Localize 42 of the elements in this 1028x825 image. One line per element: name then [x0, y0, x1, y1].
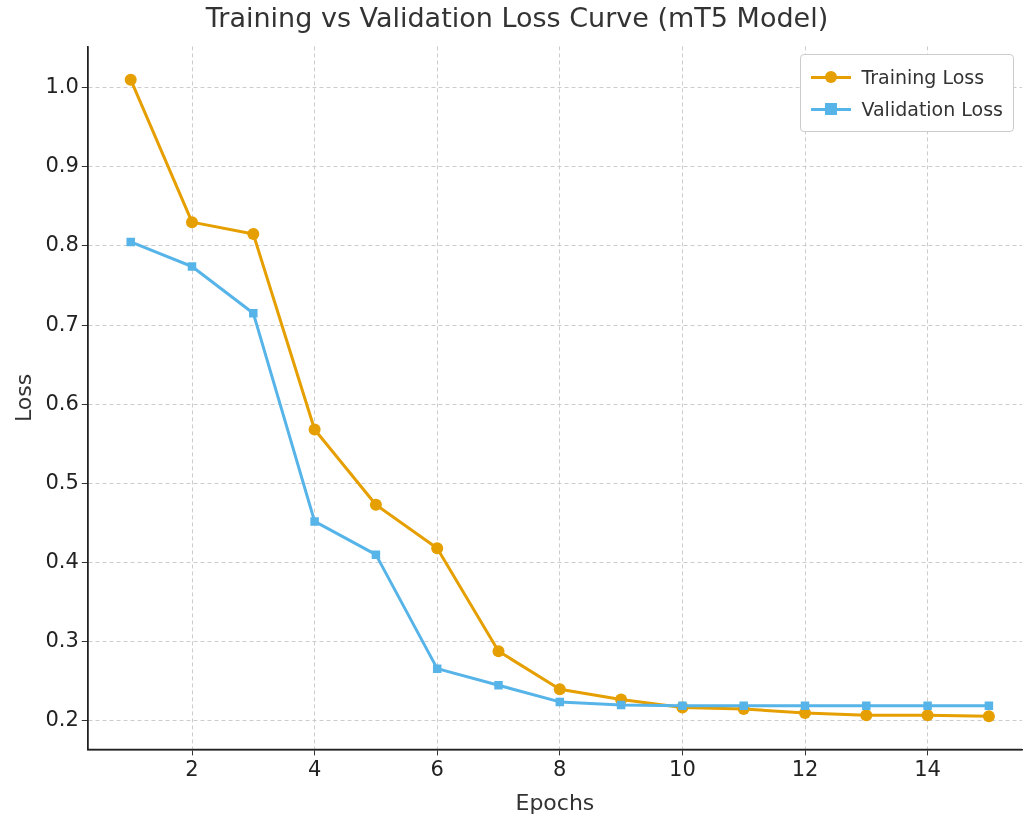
point [431, 542, 444, 555]
legend-label: Validation Loss [861, 98, 1003, 121]
point [249, 308, 258, 318]
x-tick-label: 12 [791, 757, 819, 782]
y-tick-label: 0.2 [45, 707, 79, 732]
y-axis-title: Loss [10, 373, 36, 423]
point [982, 710, 995, 723]
point [126, 237, 135, 247]
x-axis-title: Epochs [515, 789, 595, 815]
y-tick-label: 0.4 [45, 549, 79, 574]
point [187, 262, 197, 271]
chart-title: Training vs Validation Loss Curve (mT5 Model) [204, 2, 829, 34]
point [371, 550, 381, 559]
point [124, 73, 137, 86]
point [369, 498, 382, 511]
point [310, 517, 319, 526]
x-tick-label: 10 [669, 757, 696, 782]
y-tick-label: 0.8 [45, 232, 79, 257]
y-tick-label: 0.9 [45, 153, 79, 178]
point [247, 228, 260, 241]
y-tick-label: 0.6 [45, 390, 79, 415]
point [186, 216, 199, 229]
y-tick-label: 0.7 [45, 311, 79, 336]
point [923, 701, 932, 711]
x-tick-label: 4 [307, 757, 322, 782]
x-tick-label: 8 [553, 757, 567, 782]
legend-label: Training Loss [861, 66, 985, 89]
point [862, 701, 871, 711]
x-tick-label: 6 [430, 757, 444, 782]
point [494, 681, 503, 690]
point [860, 709, 873, 722]
x-tick-label: 2 [185, 757, 199, 782]
point [308, 423, 321, 436]
y-tick-label: 0.3 [45, 628, 79, 653]
y-tick-label: 1.0 [45, 74, 79, 99]
point [432, 664, 442, 673]
point [553, 683, 566, 696]
point [921, 709, 934, 722]
y-tick-label: 0.5 [45, 469, 79, 494]
point [492, 645, 505, 658]
x-tick-label: 14 [914, 757, 941, 782]
point [739, 701, 748, 711]
